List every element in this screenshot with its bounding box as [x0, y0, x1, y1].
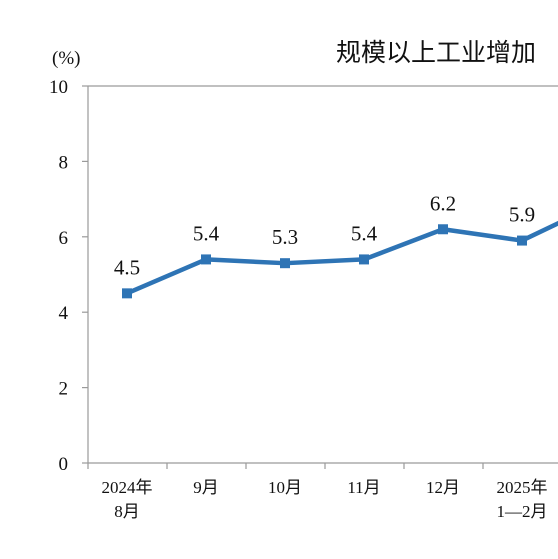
x-tick-label: 2024年 [102, 478, 153, 497]
series-line [126, 220, 558, 296]
y-tick-label: 4 [59, 303, 69, 324]
y-axis: 0 2 4 6 8 10 [49, 77, 558, 475]
chart-title: 规模以上工业增加 [336, 38, 536, 67]
data-point-marker [201, 254, 211, 265]
x-tick-label: 11月 [347, 478, 380, 497]
y-tick-label: 8 [59, 152, 69, 173]
x-tick-label: 1—2月 [497, 502, 548, 521]
data-label: 5.9 [509, 203, 535, 227]
y-tick-label: 0 [59, 454, 69, 475]
series-line-group [122, 220, 558, 299]
data-point-marker [438, 224, 448, 235]
x-axis: 2024年 8月 9月 10月 11月 12月 2025年 1—2月 [87, 462, 558, 521]
data-point-marker [122, 288, 132, 299]
y-tick-label: 6 [59, 228, 69, 249]
x-tick-label: 2025年 [497, 478, 548, 497]
y-axis-unit-label: (%) [52, 48, 80, 69]
data-label: 5.3 [272, 225, 298, 249]
y-tick-label: 10 [49, 77, 68, 98]
data-label: 5.4 [193, 221, 220, 245]
y-tick-label: 2 [59, 379, 69, 400]
x-tick-label: 12月 [426, 478, 460, 497]
data-labels: 4.5 5.4 5.3 5.4 6.2 5.9 [114, 191, 535, 279]
data-point-marker [359, 254, 369, 265]
x-tick-label: 8月 [114, 502, 140, 521]
data-point-marker [517, 235, 527, 246]
data-label: 4.5 [114, 255, 140, 279]
data-point-marker [280, 258, 290, 269]
x-tick-label: 10月 [268, 478, 302, 497]
data-label: 6.2 [430, 191, 456, 215]
data-label: 5.4 [351, 221, 378, 245]
x-tick-label: 9月 [193, 478, 219, 497]
